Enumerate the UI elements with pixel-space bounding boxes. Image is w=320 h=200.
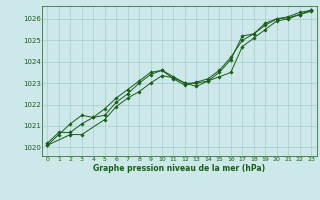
X-axis label: Graphe pression niveau de la mer (hPa): Graphe pression niveau de la mer (hPa) [93,164,265,173]
